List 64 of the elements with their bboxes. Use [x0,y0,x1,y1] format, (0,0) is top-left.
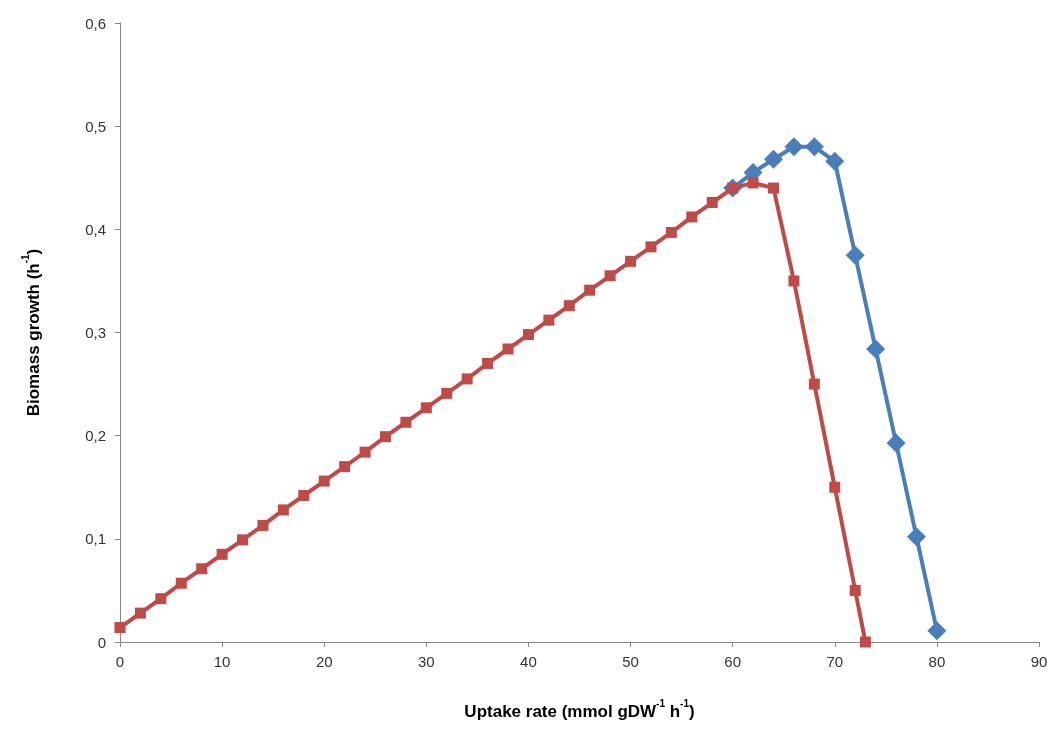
point [461,373,473,385]
point [114,622,126,634]
x-tick-label: 40 [520,653,537,670]
point [257,519,269,531]
point [175,577,187,589]
y-tick-label: 0,3 [85,324,106,341]
point [625,255,637,267]
point [584,284,596,296]
point [906,527,926,547]
point [866,339,886,359]
point [859,636,871,648]
x-tick-label: 70 [826,653,844,670]
point [563,300,575,312]
point [845,245,865,265]
point [155,593,167,605]
y-tick-label: 0,6 [85,14,106,32]
point [804,137,824,157]
point [196,563,208,575]
x-tick-label: 0 [115,653,125,670]
point [277,504,289,516]
y-tick-label: 0,4 [85,220,106,238]
point [543,314,555,326]
y-tick-label: 0,1 [85,530,106,548]
y-tick-label: 0 [97,633,106,651]
point [216,548,228,560]
point [318,475,330,487]
x-tick-label: 60 [724,653,742,670]
x-tick-label: 90 [1030,653,1048,670]
point [604,270,616,282]
point [788,275,800,287]
point [482,357,494,369]
point [808,378,820,390]
point [420,402,432,414]
point [400,416,412,428]
point [764,149,784,169]
x-tick-label: 80 [928,653,946,670]
y-tick-label: 0,2 [85,427,106,445]
point [237,534,249,546]
x-tick-label: 10 [213,653,231,670]
point [927,621,947,641]
point [768,182,780,194]
point [849,584,861,596]
point [339,461,351,473]
y-axis-title: Biomass growth (h-1) [19,248,43,417]
point [359,446,371,458]
point [645,241,657,253]
point [829,481,841,493]
point [502,343,514,355]
point [298,490,310,501]
point [665,226,677,238]
point [441,387,453,399]
x-tick-label: 30 [417,653,435,670]
point [747,177,759,189]
point [379,431,391,443]
point [686,211,698,223]
y-tick-label: 0,5 [85,117,106,135]
point [886,433,906,453]
x-tick-label: 20 [315,653,333,670]
point [706,197,718,209]
point [825,151,845,171]
point [134,607,146,619]
x-tick-label: 50 [622,653,639,670]
point [522,329,534,341]
point [784,137,804,157]
